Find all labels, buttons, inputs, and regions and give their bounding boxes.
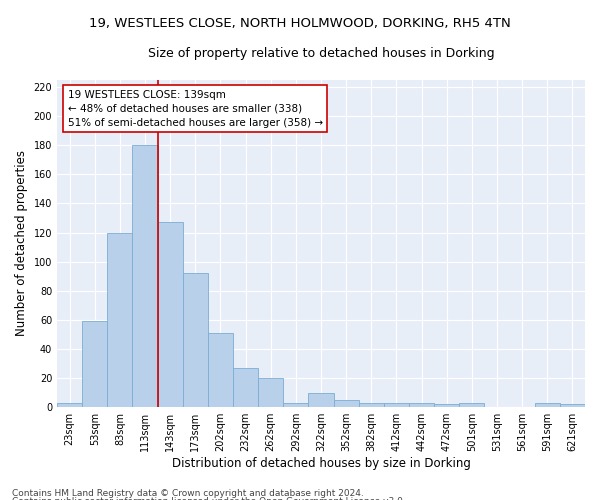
Bar (82, 322, 107, 407)
Bar (560, 404, 585, 407)
Bar (107, 232, 133, 407)
Text: Contains public sector information licensed under the Open Government Licence v3: Contains public sector information licen… (12, 497, 406, 500)
Text: 19 WESTLEES CLOSE: 139sqm
← 48% of detached houses are smaller (338)
51% of semi: 19 WESTLEES CLOSE: 139sqm ← 48% of detac… (68, 90, 323, 128)
X-axis label: Distribution of detached houses by size in Dorking: Distribution of detached houses by size … (172, 457, 470, 470)
Bar (308, 392, 334, 407)
Bar (183, 274, 208, 407)
Bar (334, 400, 359, 407)
Text: 19, WESTLEES CLOSE, NORTH HOLMWOOD, DORKING, RH5 4TN: 19, WESTLEES CLOSE, NORTH HOLMWOOD, DORK… (89, 18, 511, 30)
Bar (459, 403, 484, 407)
Bar (233, 368, 258, 407)
Bar (133, 145, 158, 407)
Y-axis label: Number of detached properties: Number of detached properties (15, 150, 28, 336)
Bar (434, 404, 459, 407)
Bar (359, 403, 384, 407)
Bar (384, 403, 409, 407)
Bar (158, 222, 183, 407)
Bar (208, 333, 233, 407)
Bar (57, 403, 82, 407)
Text: Contains HM Land Registry data © Crown copyright and database right 2024.: Contains HM Land Registry data © Crown c… (12, 489, 364, 498)
Bar (409, 403, 434, 407)
Bar (535, 403, 560, 407)
Bar (283, 403, 308, 407)
Bar (258, 378, 283, 407)
Title: Size of property relative to detached houses in Dorking: Size of property relative to detached ho… (148, 48, 494, 60)
